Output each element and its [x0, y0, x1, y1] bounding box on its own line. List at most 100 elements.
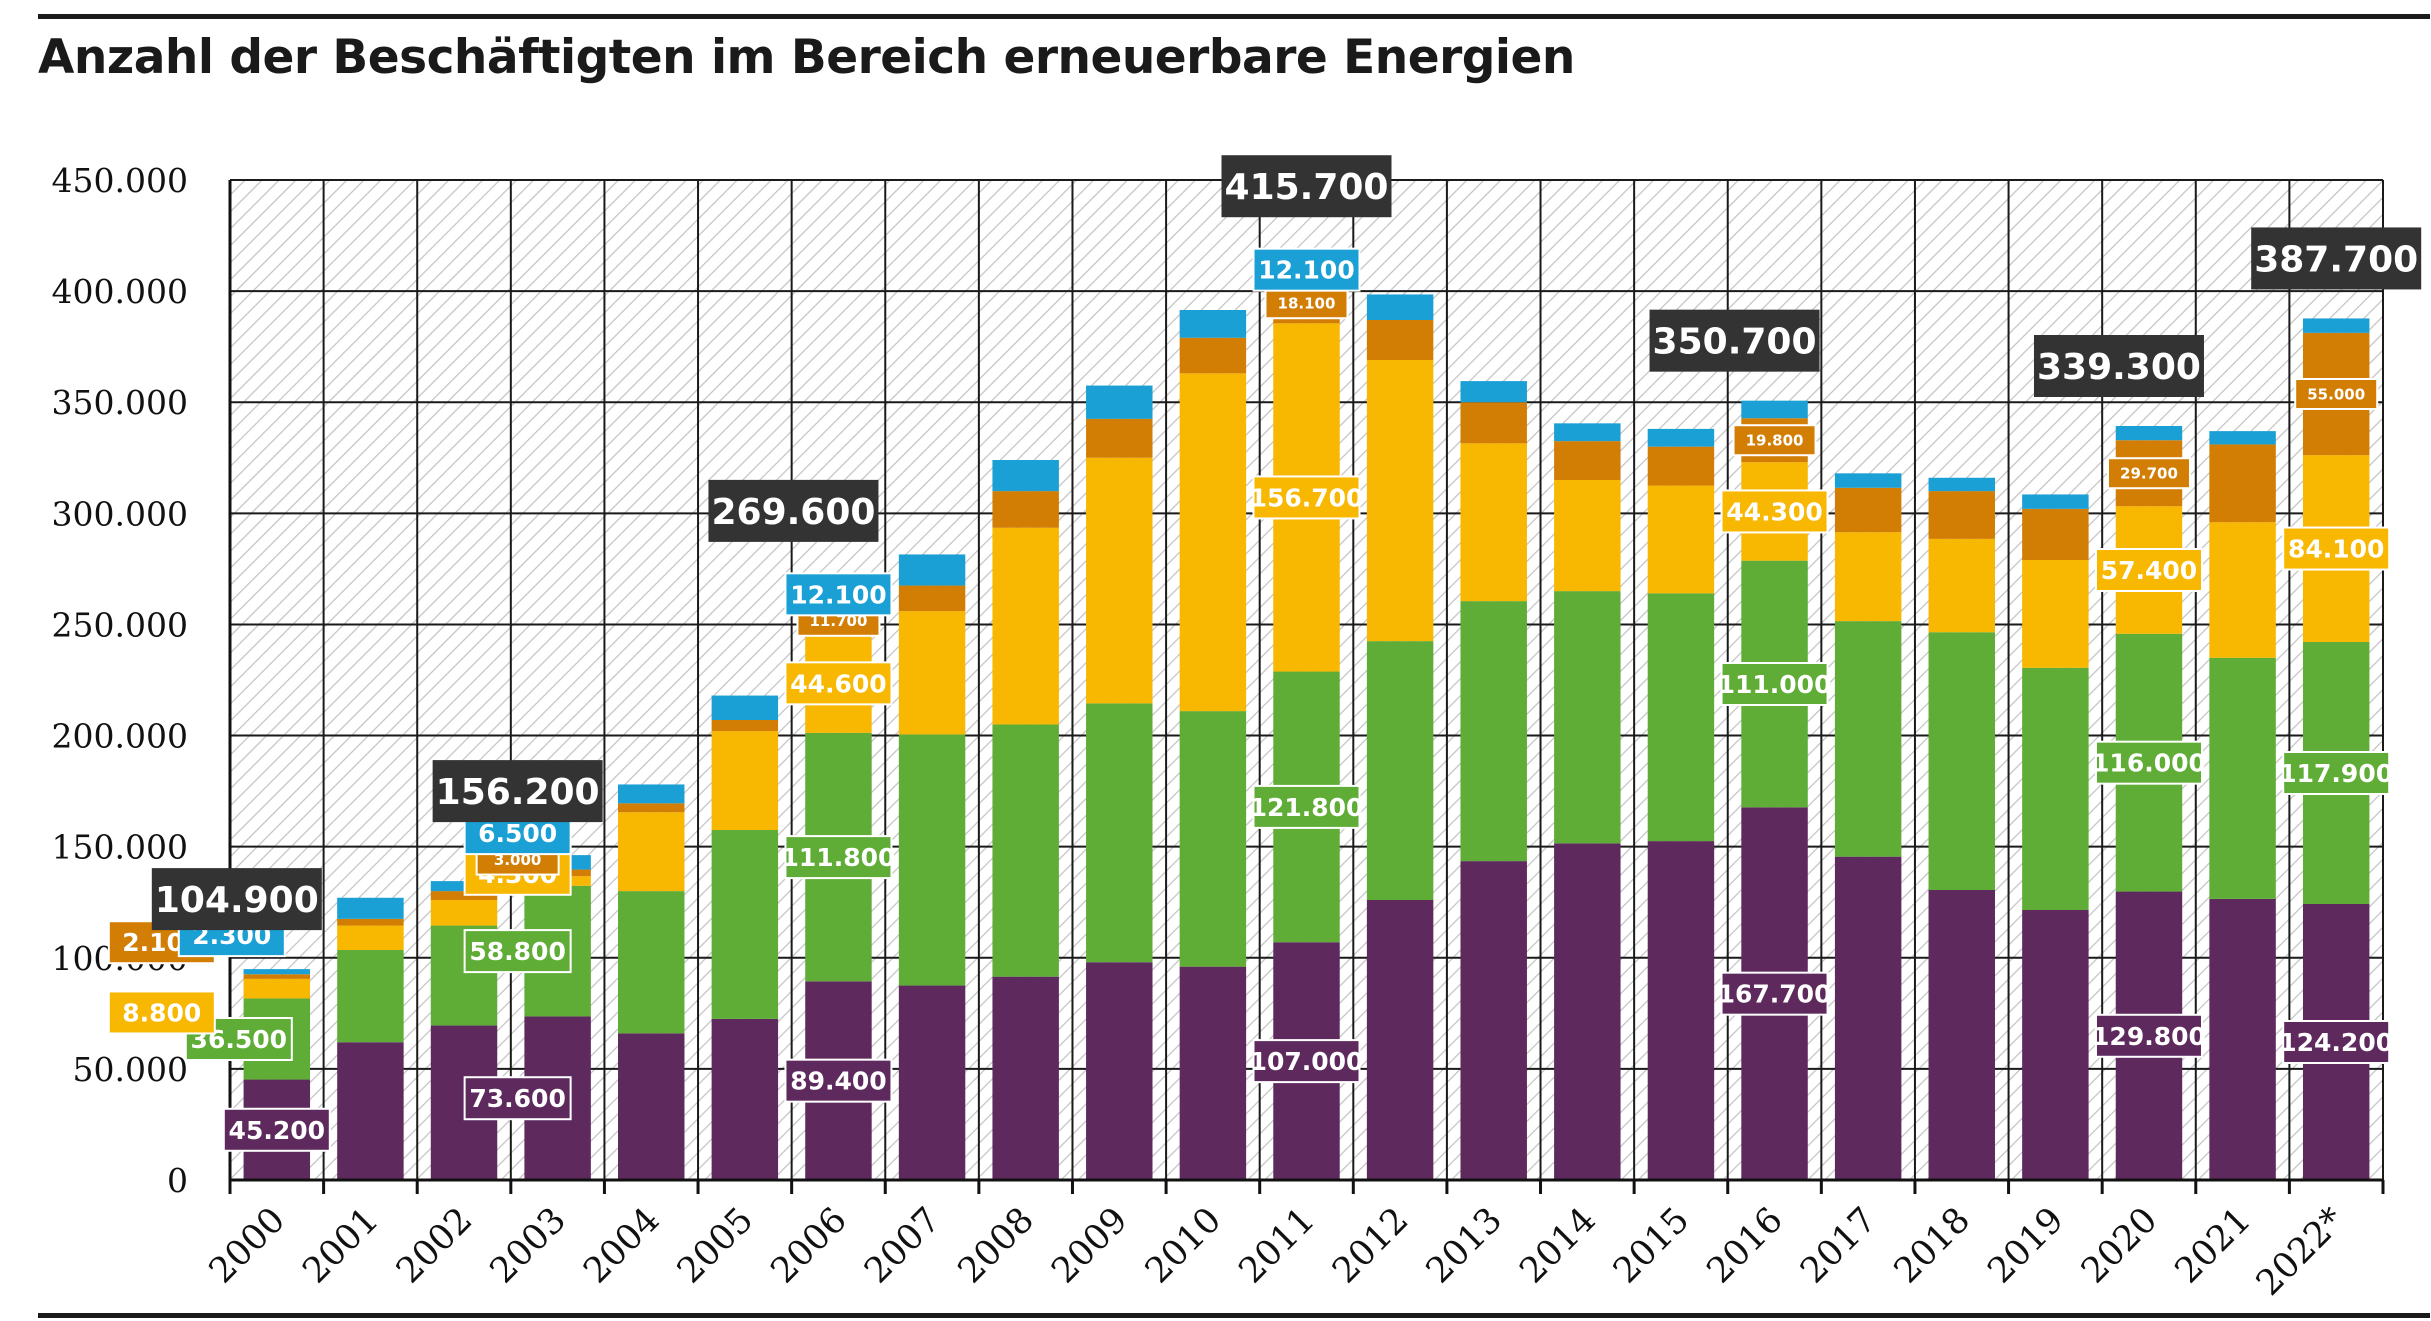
bar-green-2005 [711, 830, 779, 1019]
bar-blue-2019 [2022, 494, 2089, 509]
segment-label: 12.100 [790, 580, 886, 609]
x-tick-label: 2005 [670, 1200, 761, 1291]
bar-green-2019 [2022, 667, 2089, 910]
bar-green-2013 [1460, 601, 1527, 862]
total-label-box [1221, 155, 1392, 218]
bar-orange-2009 [1086, 418, 1153, 458]
bar-yellow-2001 [337, 925, 404, 950]
bar-purple-2018 [1928, 890, 1995, 1180]
y-tick-label: 200.000 [52, 717, 188, 756]
bar-orange-2005 [711, 720, 779, 732]
segment-label: 55.000 [2307, 385, 2365, 403]
segment-label-box [107, 990, 216, 1035]
segment-label-box [784, 661, 893, 706]
x-tick-label: 2016 [1700, 1200, 1791, 1291]
segment-label: 6.500 [478, 819, 557, 848]
segment-label: 156.700 [1250, 483, 1364, 512]
segment-label: 84.100 [2288, 535, 2384, 564]
bar-blue-2022 [2302, 318, 2370, 333]
bar-yellow-2002 [430, 900, 498, 926]
segment-label-box [1720, 971, 1829, 1016]
segment-label: 89.400 [790, 1067, 886, 1096]
bar-orange-2015 [1647, 446, 1715, 486]
bar-green-2008 [992, 724, 1059, 977]
bar-orange-2017 [1834, 487, 1902, 533]
segment-label: 117.900 [2279, 759, 2393, 788]
bar-yellow-2019 [2022, 560, 2089, 668]
bottom-rule [38, 1313, 2430, 1318]
bar-orange-2004 [618, 803, 685, 813]
segment-label-box [2294, 378, 2379, 410]
bar-green-2014 [1554, 591, 1621, 844]
y-tick-label: 350.000 [52, 383, 188, 422]
segment-label: 111.000 [1718, 670, 1832, 699]
bar-green-2004 [618, 891, 685, 1034]
segment-label-box [1732, 424, 1817, 457]
bar-blue-2005 [711, 695, 779, 720]
x-tick-label: 2014 [1512, 1200, 1603, 1291]
bar-purple-2017 [1834, 856, 1902, 1180]
segment-label: 8.800 [122, 998, 201, 1027]
bar-purple-2005 [711, 1018, 779, 1180]
x-tick-label: 2007 [857, 1200, 948, 1291]
bar-orange-2019 [2022, 508, 2089, 560]
bar-green-2021 [2209, 657, 2276, 899]
bar-yellow-2021 [2209, 522, 2276, 658]
segment-label-box [1252, 784, 1361, 829]
segment-label: 129.800 [2092, 1022, 2206, 1051]
total-label-box [1649, 309, 1820, 372]
bar-purple-2012 [1366, 900, 1434, 1180]
bar-orange-2007 [898, 585, 966, 612]
segment-label: 11.700 [810, 612, 868, 630]
bar-yellow-2017 [1834, 532, 1902, 622]
bar-orange-2012 [1366, 320, 1434, 360]
bar-orange-2001 [337, 918, 404, 926]
x-tick-label: 2009 [1044, 1200, 1135, 1291]
segment-label-box [2282, 1020, 2391, 1064]
segment-label: 58.800 [469, 937, 565, 966]
bar-blue-2014 [1554, 423, 1621, 442]
segment-label: 45.200 [229, 1116, 325, 1145]
x-tick-label: 2010 [1138, 1200, 1229, 1291]
bar-blue-2008 [992, 460, 1059, 492]
bar-orange-2010 [1179, 337, 1247, 374]
bar-blue-2012 [1366, 294, 1434, 320]
y-tick-label: 50.000 [73, 1050, 188, 1089]
x-tick-label: 2015 [1606, 1200, 1697, 1291]
bar-purple-2015 [1647, 841, 1715, 1180]
bar-purple-2013 [1460, 861, 1527, 1180]
segment-label: 29.700 [2120, 465, 2178, 483]
x-tick-label: 2002 [389, 1200, 480, 1291]
segment-label-box [2094, 548, 2203, 592]
segment-label-box [2282, 526, 2391, 571]
y-tick-label: 150.000 [52, 828, 188, 867]
x-tick-label: 2013 [1419, 1200, 1510, 1291]
segment-label-box [1720, 662, 1829, 706]
segment-label-box [2094, 1013, 2203, 1058]
segment-label-box [784, 835, 893, 880]
bar-blue-2016 [1741, 400, 1808, 419]
total-label-box [708, 479, 879, 542]
x-tick-label: 2020 [2074, 1200, 2165, 1291]
bar-purple-2001 [337, 1042, 404, 1180]
bar-yellow-2009 [1086, 457, 1153, 704]
total-label: 104.900 [155, 880, 319, 921]
segment-label-box [784, 1058, 893, 1103]
x-tick-label: 2011 [1232, 1200, 1323, 1291]
segment-label: 167.700 [1718, 980, 1832, 1009]
bar-orange-2021 [2209, 444, 2276, 523]
total-label: 269.600 [711, 492, 875, 533]
bar-blue-2001 [337, 897, 404, 919]
bar-purple-2021 [2209, 898, 2276, 1180]
bar-yellow-2008 [992, 527, 1059, 725]
x-tick-label: 2022* [2249, 1200, 2353, 1304]
bar-orange-2013 [1460, 402, 1527, 444]
segment-label: 116.000 [2092, 749, 2206, 778]
bar-purple-2019 [2022, 910, 2089, 1180]
bar-purple-2010 [1179, 966, 1247, 1180]
bar-blue-2020 [2115, 426, 2183, 441]
x-tick-label: 2018 [1887, 1200, 1978, 1291]
segment-label-box [1264, 287, 1349, 320]
total-label: 339.300 [2037, 347, 2201, 388]
